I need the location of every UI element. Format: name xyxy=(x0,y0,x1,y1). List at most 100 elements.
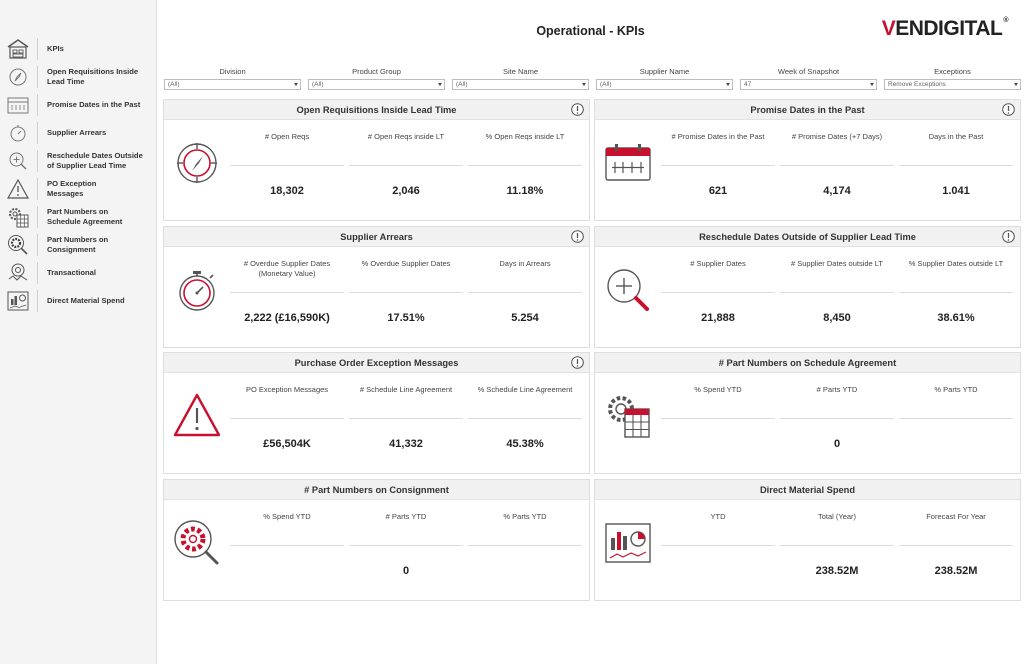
divider xyxy=(230,418,344,419)
nav-separator xyxy=(37,94,38,116)
metric-label: % Overdue Supplier Dates xyxy=(361,259,451,268)
calendar-icon xyxy=(6,93,30,117)
info-icon[interactable] xyxy=(571,230,584,243)
compass-icon xyxy=(6,65,30,89)
filter-label: Product Group xyxy=(352,67,401,76)
page-title: Operational - KPIs xyxy=(536,24,645,38)
metric-value: 41,332 xyxy=(389,438,423,450)
sidebar-item-po-exception[interactable]: PO Exception Messages xyxy=(0,175,157,203)
sidebar-item-supplier-arrears[interactable]: Supplier Arrears xyxy=(0,119,157,147)
sidebar-item-open-requisitions[interactable]: Open Requisitions Inside Lead Time xyxy=(0,63,157,91)
exceptions-select[interactable]: Remove Exceptions xyxy=(884,79,1021,90)
info-icon[interactable] xyxy=(1002,103,1015,116)
supplier-name-select[interactable]: (All) xyxy=(596,79,733,90)
divider xyxy=(661,418,775,419)
gear-search-icon xyxy=(174,520,219,565)
exceptions-filter: Exceptions Remove Exceptions xyxy=(884,67,1021,91)
vendigital-logo: VENDIGITAL® xyxy=(881,17,1009,40)
metric-label: # Open Reqs xyxy=(264,132,310,141)
week-of-snapshot-filter: Week of Snapshot 47 xyxy=(740,67,877,91)
metric-label: # Schedule Line Agreement xyxy=(359,385,453,394)
info-icon[interactable] xyxy=(1002,230,1015,243)
product-group-select[interactable]: (All) xyxy=(308,79,445,90)
nav-separator xyxy=(37,178,38,200)
info-icon[interactable] xyxy=(571,356,584,369)
chart-report-icon xyxy=(6,289,30,313)
warning-icon xyxy=(173,393,221,437)
magnifier-plus-icon xyxy=(607,269,649,311)
divider xyxy=(468,545,582,546)
divider xyxy=(899,292,1013,293)
metric-open-reqs-inside-lt: # Open Reqs inside LT 2,046 xyxy=(349,120,463,220)
card-title: # Part Numbers on Consignment xyxy=(164,480,589,500)
divider xyxy=(780,165,894,166)
divider xyxy=(899,165,1013,166)
divider xyxy=(468,292,582,293)
metric-parts-ytd: # Parts YTD 0 xyxy=(349,500,463,600)
metric-label: YTD xyxy=(710,512,726,521)
metric-value: 621 xyxy=(708,185,728,197)
sidebar-item-consignment[interactable]: Part Numbers on Consignment xyxy=(0,231,157,259)
chart-report-icon xyxy=(605,523,651,563)
metric-po-exception-messages: PO Exception Messages £56,504K xyxy=(230,373,344,473)
metric-value: 2,222 (£16,590K) xyxy=(244,312,330,324)
chevron-down-icon xyxy=(294,83,298,86)
metric-label: % Parts YTD xyxy=(503,512,547,521)
filter-label: Exceptions xyxy=(934,67,971,76)
divider xyxy=(780,545,894,546)
metric-label: # Supplier Dates outside LT xyxy=(791,259,883,268)
filter-label: Week of Snapshot xyxy=(777,67,840,76)
metric-pct-open-reqs-inside-lt: % Open Reqs inside LT 11.18% xyxy=(468,120,582,220)
metric-label: Days in Arrears xyxy=(499,259,551,268)
metric-value: 0 xyxy=(402,565,410,577)
card-title: Promise Dates in the Past xyxy=(595,100,1020,120)
metric-forecast-year: Forecast For Year 238.52M xyxy=(899,500,1013,600)
po-exception-card: Purchase Order Exception Messages PO Exc… xyxy=(163,352,590,474)
divider xyxy=(468,418,582,419)
supplier-arrears-card: Supplier Arrears # Overdue Supplier Date… xyxy=(163,226,590,348)
division-filter: Division (All) xyxy=(164,67,301,91)
metric-supplier-dates: # Supplier Dates 21,888 xyxy=(661,247,775,347)
sidebar-item-transactional[interactable]: Transactional xyxy=(0,259,157,287)
site-name-select[interactable]: (All) xyxy=(452,79,589,90)
sidebar-item-reschedule-dates[interactable]: Reschedule Dates Outside of Supplier Lea… xyxy=(0,147,157,175)
metric-label: % Spend YTD xyxy=(263,512,311,521)
card-title: Open Requisitions Inside Lead Time xyxy=(164,100,589,120)
division-select[interactable]: (All) xyxy=(164,79,301,90)
sidebar-item-label: Promise Dates in the Past xyxy=(47,99,141,109)
sidebar-item-label: Supplier Arrears xyxy=(47,127,107,137)
metric-label: Days in the Past xyxy=(928,132,984,141)
info-icon[interactable] xyxy=(571,103,584,116)
metric-value: £56,504K xyxy=(263,438,311,450)
metric-overdue-supplier-dates: # Overdue Supplier Dates (Monetary Value… xyxy=(230,247,344,347)
sidebar-item-promise-dates[interactable]: Promise Dates in the Past xyxy=(0,91,157,119)
sidebar-item-direct-material-spend[interactable]: Direct Material Spend xyxy=(0,287,157,315)
metric-value: 2,046 xyxy=(392,185,420,197)
divider xyxy=(899,418,1013,419)
divider xyxy=(349,292,463,293)
divider xyxy=(230,292,344,293)
sidebar-item-label: Reschedule Dates Outside of Supplier Lea… xyxy=(47,150,143,171)
divider xyxy=(661,292,775,293)
chevron-down-icon xyxy=(582,83,586,86)
card-title: Direct Material Spend xyxy=(595,480,1020,500)
sidebar-item-label: Direct Material Spend xyxy=(47,295,125,305)
sidebar-item-schedule-agreement[interactable]: Part Numbers on Schedule Agreement xyxy=(0,203,157,231)
sidebar-item-kpis[interactable]: KPIs xyxy=(0,35,157,63)
metric-open-reqs: # Open Reqs 18,302 xyxy=(230,120,344,220)
sidebar-item-label: Open Requisitions Inside Lead Time xyxy=(47,66,139,87)
chevron-down-icon xyxy=(438,83,442,86)
schedule-agreement-card: # Part Numbers on Schedule Agreement % S… xyxy=(594,352,1021,474)
site-name-filter: Site Name (All) xyxy=(452,67,589,91)
metric-label: PO Exception Messages xyxy=(245,385,329,394)
card-title: # Part Numbers on Schedule Agreement xyxy=(595,353,1020,373)
sidebar-item-label: KPIs xyxy=(47,43,64,53)
metric-schedule-line-agreement: # Schedule Line Agreement 41,332 xyxy=(349,373,463,473)
warehouse-icon xyxy=(6,37,30,61)
week-of-snapshot-select[interactable]: 47 xyxy=(740,79,877,90)
metric-label: % Schedule Line Agreement xyxy=(477,385,573,394)
warning-icon xyxy=(6,177,30,201)
metric-label: # Overdue Supplier Dates (Monetary Value… xyxy=(243,259,331,278)
metric-spend-ytd: % Spend YTD xyxy=(661,373,775,473)
metric-days-in-arrears: Days in Arrears 5.254 xyxy=(468,247,582,347)
